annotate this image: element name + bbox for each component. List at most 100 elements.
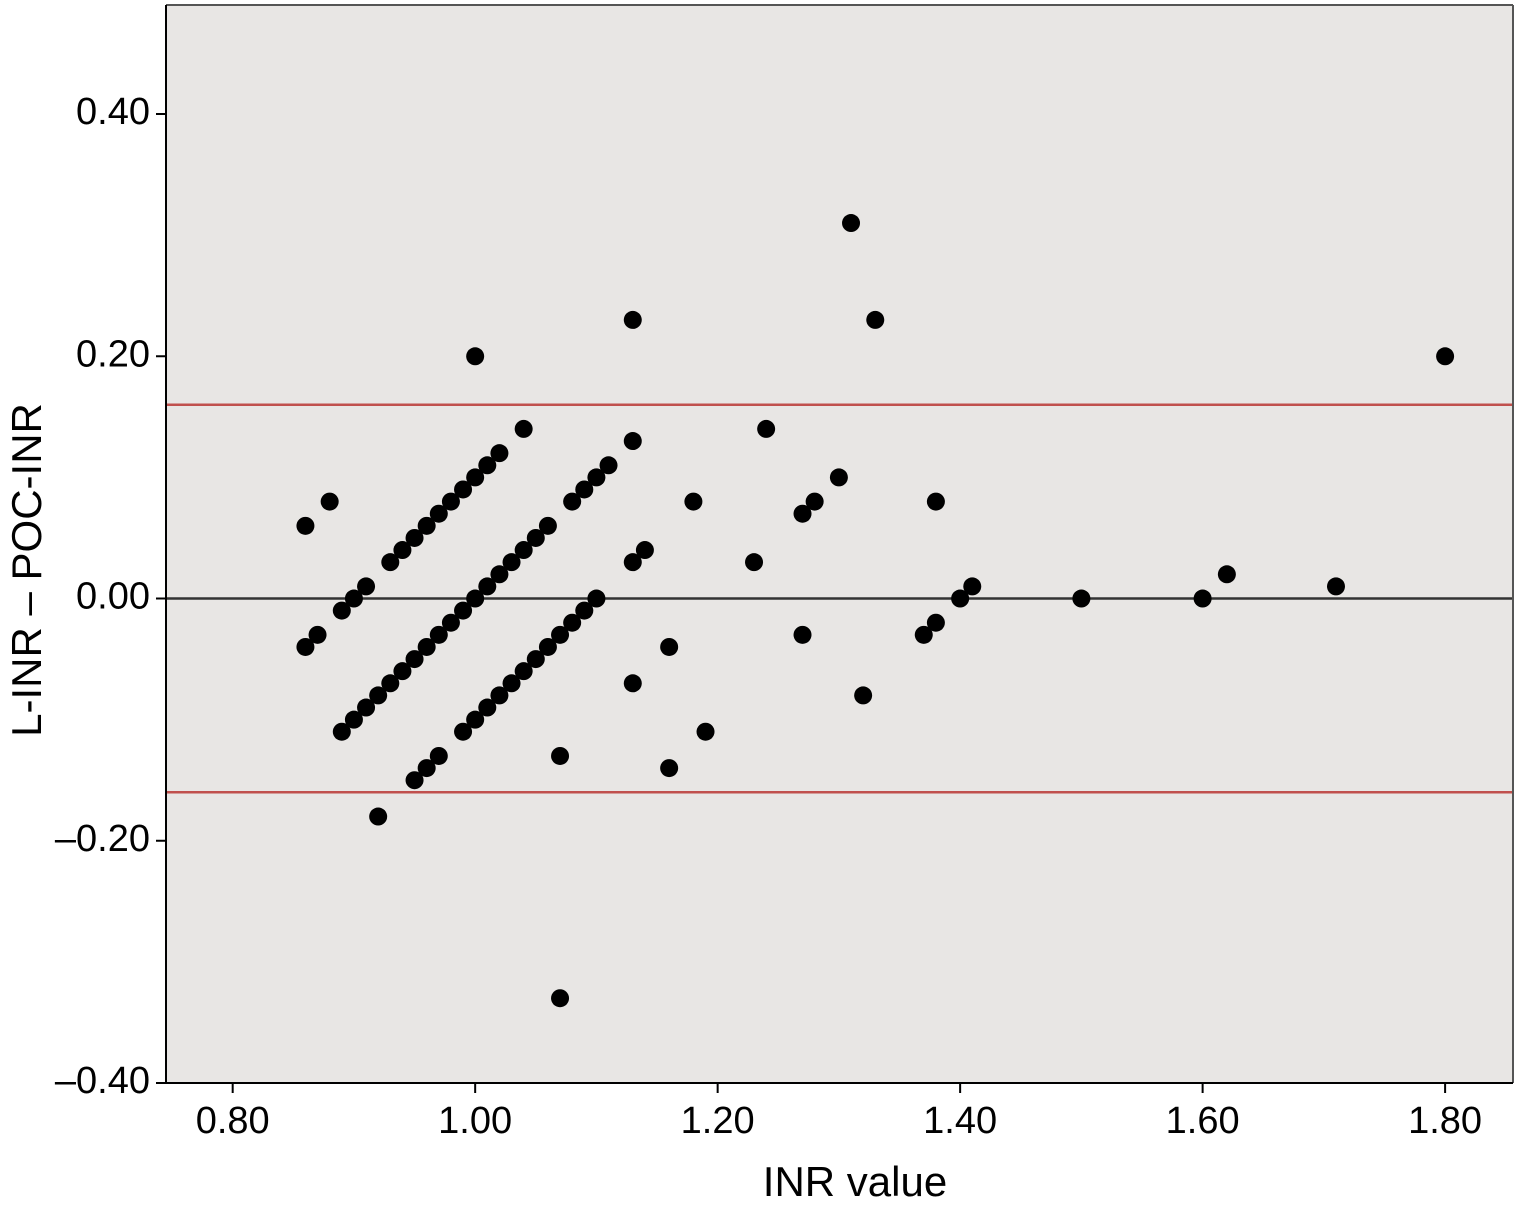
point (926, 613, 945, 632)
point (320, 492, 339, 511)
point (793, 504, 812, 523)
point (429, 625, 448, 644)
y-tick-label: 0.40 (76, 91, 150, 133)
point (805, 492, 824, 511)
x-tick-label: 1.40 (923, 1100, 997, 1142)
point (842, 214, 861, 233)
point (369, 807, 388, 826)
point (623, 432, 642, 451)
y-tick-label: –0.20 (55, 818, 150, 860)
point (478, 456, 497, 475)
point (490, 686, 509, 705)
point (526, 528, 545, 547)
point (951, 589, 970, 608)
point (599, 456, 618, 475)
point (660, 759, 679, 778)
point (793, 625, 812, 644)
point (1217, 565, 1236, 584)
point (429, 504, 448, 523)
y-axis-label: L-INR – POC-INR (3, 403, 50, 737)
point (454, 601, 473, 620)
point (660, 637, 679, 656)
point (381, 553, 400, 572)
point (296, 637, 315, 656)
y-tick-label: 0.20 (76, 333, 150, 375)
point (1193, 589, 1212, 608)
point (963, 577, 982, 596)
point (308, 625, 327, 644)
point (551, 625, 570, 644)
point (563, 613, 582, 632)
point (551, 746, 570, 765)
point (429, 746, 448, 765)
point (344, 589, 363, 608)
point (575, 601, 594, 620)
point (466, 468, 485, 487)
point (454, 480, 473, 499)
point (745, 553, 764, 572)
point (478, 698, 497, 717)
point (623, 553, 642, 572)
x-tick-label: 1.20 (681, 1100, 755, 1142)
point (623, 674, 642, 693)
y-tick-label: 0.00 (76, 576, 150, 618)
point (684, 492, 703, 511)
point (575, 480, 594, 499)
point (332, 601, 351, 620)
point (1072, 589, 1091, 608)
point (926, 492, 945, 511)
point (563, 492, 582, 511)
point (914, 625, 933, 644)
point (357, 577, 376, 596)
point (393, 662, 412, 681)
point (405, 528, 424, 547)
point (526, 650, 545, 669)
point (587, 468, 606, 487)
point (405, 650, 424, 669)
y-tick-label: –0.40 (55, 1060, 150, 1102)
point (587, 589, 606, 608)
point (866, 310, 885, 329)
x-tick-label: 1.60 (1166, 1100, 1240, 1142)
point (466, 347, 485, 366)
x-tick-label: 0.80 (196, 1100, 270, 1142)
point (441, 613, 460, 632)
point (466, 710, 485, 729)
point (1326, 577, 1345, 596)
x-tick-label: 1.80 (1408, 1100, 1482, 1142)
point (514, 662, 533, 681)
point (829, 468, 848, 487)
x-tick-label: 1.00 (438, 1100, 512, 1142)
point (417, 516, 436, 535)
point (696, 722, 715, 741)
point (490, 565, 509, 584)
point (369, 686, 388, 705)
point (538, 516, 557, 535)
point (332, 722, 351, 741)
point (441, 492, 460, 511)
point (357, 698, 376, 717)
plot-area (166, 5, 1513, 1083)
point (514, 419, 533, 438)
point (854, 686, 873, 705)
point (635, 541, 654, 560)
point (623, 310, 642, 329)
point (381, 674, 400, 693)
x-axis-label: INR value (763, 1158, 947, 1205)
point (344, 710, 363, 729)
point (417, 637, 436, 656)
point (538, 637, 557, 656)
point (514, 541, 533, 560)
point (405, 771, 424, 790)
point (490, 444, 509, 463)
point (502, 674, 521, 693)
point (417, 759, 436, 778)
point (478, 577, 497, 596)
point (454, 722, 473, 741)
point (551, 989, 570, 1008)
point (393, 541, 412, 560)
point (757, 419, 776, 438)
point (466, 589, 485, 608)
point (1436, 347, 1455, 366)
